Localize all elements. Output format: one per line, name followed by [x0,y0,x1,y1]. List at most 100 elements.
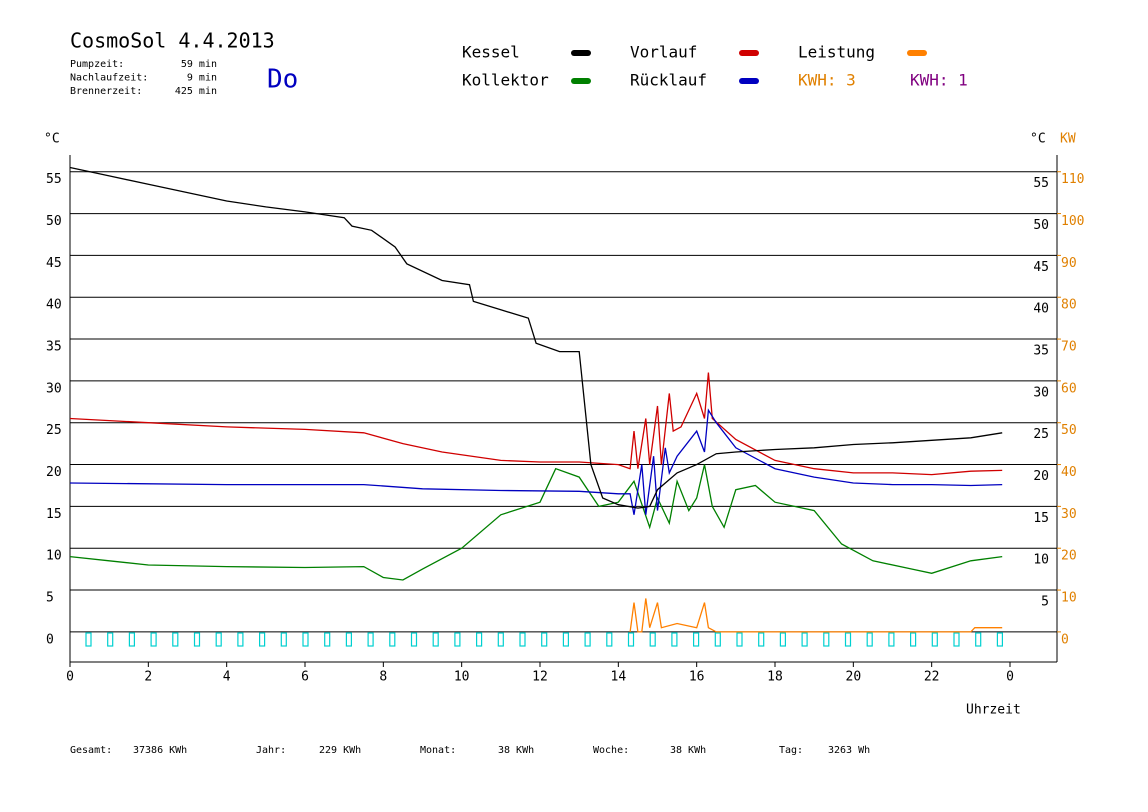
pump-indicator [866,632,873,647]
x-axis-label: Uhrzeit [966,703,1021,718]
x-tick-label: 18 [767,670,783,685]
info-value: 9 min [187,73,217,84]
x-tick-label: 6 [301,670,309,685]
info-value: 59 min [181,59,217,70]
pump-indicator [389,632,396,647]
y-tick-label: 45 [46,256,62,271]
pump-indicator [324,632,331,647]
x-tick-label: 20 [846,670,862,685]
y-tick-label: 30 [46,381,62,396]
pump-indicator [931,632,938,647]
pump-indicator [671,632,678,647]
y-tick-label: 15 [46,507,62,522]
pump-indicator [714,632,721,647]
pump-indicator [888,632,895,647]
y-tick-label-right: 5 [1041,595,1049,610]
y2-axis-label: KW [1060,132,1076,147]
y2-tick-label: 40 [1061,465,1077,480]
pump-indicator [909,632,917,647]
y2-tick-label: 70 [1061,340,1077,355]
pump-indicator [953,632,960,647]
x-tick-label: 22 [924,670,940,685]
pump-indicator [519,632,526,647]
pump-indicator [107,632,114,647]
pump-indicator [432,632,439,647]
pump-indicator [692,632,700,647]
pump-indicator [85,632,92,647]
footer-label: Woche: [593,745,629,756]
pump-indicator [627,632,635,647]
pump-indicator [996,632,1004,647]
legend-label: Kessel [462,43,520,62]
pump-indicator [975,632,982,647]
x-tick-label: 8 [379,670,387,685]
y2-tick-label: 0 [1061,632,1069,647]
x-tick-label: 12 [532,670,548,685]
pump-indicator [497,632,504,647]
x-tick-label: 14 [611,670,627,685]
energy-label: KWH: 1 [910,71,968,90]
pump-indicator [649,632,656,647]
y-tick-label-right: 40 [1033,302,1049,317]
pump-indicator [259,632,266,647]
y-tick-label: 10 [46,549,62,564]
footer-value: 229 KWh [319,745,361,756]
pump-indicator [844,632,852,647]
x-tick-label: 0 [66,670,74,685]
x-tick-label: 2 [144,670,152,685]
x-tick-label: 4 [223,670,231,685]
pump-indicator [302,632,309,647]
y-tick-label-right: 20 [1033,469,1049,484]
y-tick-label-right: 10 [1033,553,1049,568]
series-line [629,598,1003,633]
footer-label: Jahr: [256,745,286,756]
series-line [69,372,1003,476]
footer-value: 37386 KWh [133,745,187,756]
pump-indicator [128,632,135,647]
pump-indicator [541,632,548,647]
info-label: Brennerzeit: [70,86,142,97]
legend-label: Rücklauf [630,71,707,90]
y-axis-label-right: °C [1030,132,1046,147]
series-line [69,408,1003,515]
pump-indicator [193,632,201,647]
y-tick-label-right: 45 [1033,260,1049,275]
x-tick-label: 10 [454,670,470,685]
pump-indicator [606,632,613,647]
pump-indicator [779,632,787,647]
y-axis-label: °C [44,132,60,147]
y2-tick-label: 60 [1061,381,1077,396]
legend-label: Vorlauf [630,43,697,62]
footer-value: 3263 Wh [828,745,870,756]
pump-indicator [215,632,222,647]
pump-indicator [801,632,808,647]
x-tick-label: 0 [1006,670,1014,685]
y-tick-label-right: 30 [1033,385,1049,400]
y-tick-label: 50 [46,214,62,229]
y-tick-label-right: 50 [1033,218,1049,233]
pump-indicator [172,632,179,647]
y-tick-label-right: 25 [1033,427,1049,442]
y-tick-label-right: 55 [1033,176,1049,191]
footer-value: 38 KWh [498,745,534,756]
pump-indicator [454,632,461,647]
y-tick-label-right: 15 [1033,511,1049,526]
footer-label: Monat: [420,745,456,756]
y-tick-label-right: 35 [1033,344,1049,359]
footer-value: 38 KWh [670,745,706,756]
y2-tick-label: 110 [1061,172,1084,187]
info-label: Pumpzeit: [70,59,124,70]
pump-indicator [410,632,418,647]
y-tick-label: 35 [46,340,62,355]
legend-label: Leistung [798,43,875,62]
x-tick-label: 16 [689,670,705,685]
weekday: Do [267,65,298,95]
pump-indicator [237,632,244,647]
info-label: Nachlaufzeit: [70,73,148,84]
info-value: 425 min [175,86,217,97]
y2-tick-label: 90 [1061,256,1077,271]
y2-tick-label: 30 [1061,507,1077,522]
legend-label: Kollektor [462,71,549,90]
y2-tick-label: 20 [1061,549,1077,564]
